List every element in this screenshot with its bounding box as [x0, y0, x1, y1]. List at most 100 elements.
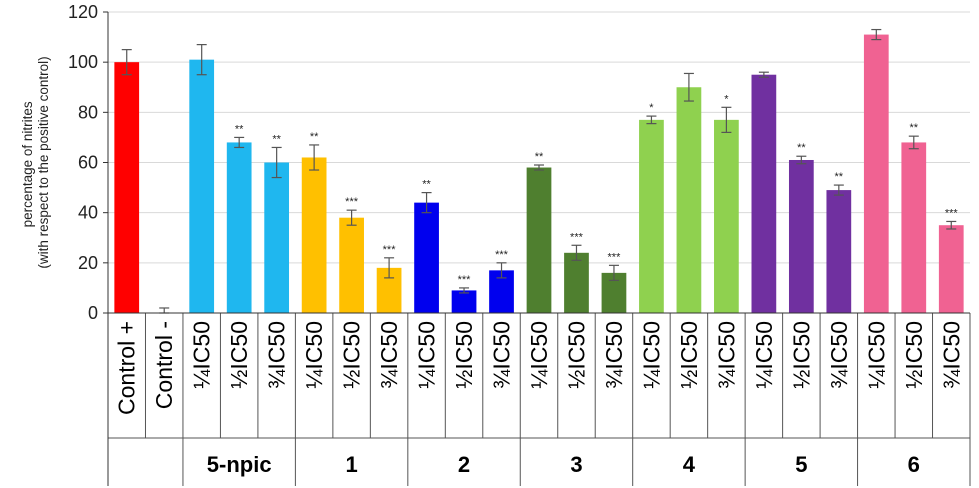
category-label: ½IC50: [676, 321, 702, 389]
category-label: ¾IC50: [938, 321, 964, 389]
bar: [264, 162, 290, 313]
error-bars: [121, 28, 957, 314]
category-label: ½IC50: [901, 321, 927, 389]
error-bar: [908, 135, 919, 150]
group-label: 1: [345, 452, 357, 477]
bar: [826, 190, 852, 313]
error-bar: [608, 264, 619, 281]
bars: [114, 34, 964, 314]
error-bar: [271, 146, 282, 179]
category-label: ½IC50: [226, 321, 252, 389]
category-label: Control -: [151, 321, 177, 409]
bar: [788, 159, 814, 313]
y-tick-label: 120: [68, 2, 98, 22]
category-label: ¾IC50: [264, 321, 290, 389]
category-label: ¼IC50: [414, 321, 440, 389]
significance-marker: ***: [945, 207, 959, 219]
bar: [938, 225, 964, 313]
group-label: 6: [908, 452, 920, 477]
significance-marker: ***: [458, 274, 472, 286]
significance-marker: *: [724, 93, 729, 105]
error-bar: [534, 164, 544, 171]
category-label: ½IC50: [788, 321, 814, 389]
category-label: ¼IC50: [751, 321, 777, 389]
bar: [451, 290, 477, 313]
error-bar: [384, 257, 395, 279]
significance-marker: ***: [495, 249, 509, 261]
bar: [114, 62, 140, 313]
category-label: ¾IC50: [713, 321, 739, 389]
category-label: Control +: [114, 321, 140, 415]
group-label: 4: [683, 452, 696, 477]
category-label: ¾IC50: [489, 321, 515, 389]
significance-marker: ***: [383, 244, 397, 256]
category-label: ¼IC50: [638, 321, 664, 389]
significance-marker: ***: [608, 251, 622, 263]
category-label: ½IC50: [451, 321, 477, 389]
bar: [714, 119, 739, 313]
error-bar: [871, 28, 882, 41]
error-bar: [346, 209, 357, 226]
error-bar: [459, 287, 470, 294]
category-label: ¾IC50: [376, 321, 402, 389]
significance-marker: **: [422, 179, 431, 191]
error-bar: [234, 136, 245, 149]
error-bar: [121, 49, 132, 76]
error-bar: [758, 71, 769, 78]
significance-marker: **: [835, 171, 844, 183]
error-bar: [159, 307, 170, 314]
category-label: ¼IC50: [301, 321, 327, 389]
group-label: 5: [795, 452, 807, 477]
category-label: ¾IC50: [601, 321, 627, 389]
y-tick-label: 40: [78, 203, 98, 223]
category-label: ¼IC50: [863, 321, 889, 389]
category-label: ¾IC50: [826, 321, 852, 389]
significance-marker: **: [310, 131, 319, 143]
y-tick-label: 0: [88, 303, 98, 323]
category-label: ½IC50: [339, 321, 365, 389]
significance-marker: **: [272, 133, 281, 145]
significance-marker: *: [649, 102, 654, 114]
bar: [751, 74, 777, 313]
error-bar: [646, 115, 657, 125]
y-axis-ticks: 0 20 40 60 80 100 120: [68, 2, 98, 323]
bar: [414, 202, 439, 313]
error-bar: [946, 220, 957, 230]
significance-marker: **: [235, 123, 244, 135]
bar: [863, 34, 889, 313]
bar: [226, 142, 252, 313]
bar: [901, 142, 927, 313]
group-label: 2: [458, 452, 470, 477]
category-table: Control + Control - ¼IC50 ½IC50 ¾IC50 ¼IC50 ½I…: [107, 313, 971, 486]
error-bar: [496, 262, 507, 279]
bar: [639, 119, 664, 313]
bar: [564, 252, 589, 313]
significance-marker: ***: [570, 231, 584, 243]
significance-marker: **: [910, 122, 919, 134]
error-bar: [309, 144, 320, 171]
error-bar: [683, 72, 694, 102]
bar: [676, 87, 702, 313]
error-bar: [421, 192, 432, 214]
bar: [301, 157, 327, 313]
error-bar: [571, 244, 582, 261]
y-tick-label: 20: [78, 253, 98, 273]
bar: [339, 217, 364, 313]
y-tick-label: 80: [78, 102, 98, 122]
significance-marker: **: [797, 142, 806, 154]
bar: [189, 59, 215, 314]
significance-marker: ***: [345, 196, 359, 208]
y-axis-label: percentage of nitrites (with respect to …: [20, 56, 51, 268]
y-tick-label: 60: [78, 153, 98, 173]
error-bar: [796, 155, 807, 165]
group-label: 5-npic: [207, 452, 272, 477]
axes: [103, 11, 970, 486]
bar: [526, 167, 552, 313]
significance-marker: **: [535, 151, 544, 163]
error-bar: [721, 106, 732, 133]
category-label: ¼IC50: [526, 321, 552, 389]
y-tick-label: 100: [68, 52, 98, 72]
y-axis-label-line-2: (with respect to the positive control): [36, 56, 51, 268]
gridlines: [108, 11, 970, 264]
